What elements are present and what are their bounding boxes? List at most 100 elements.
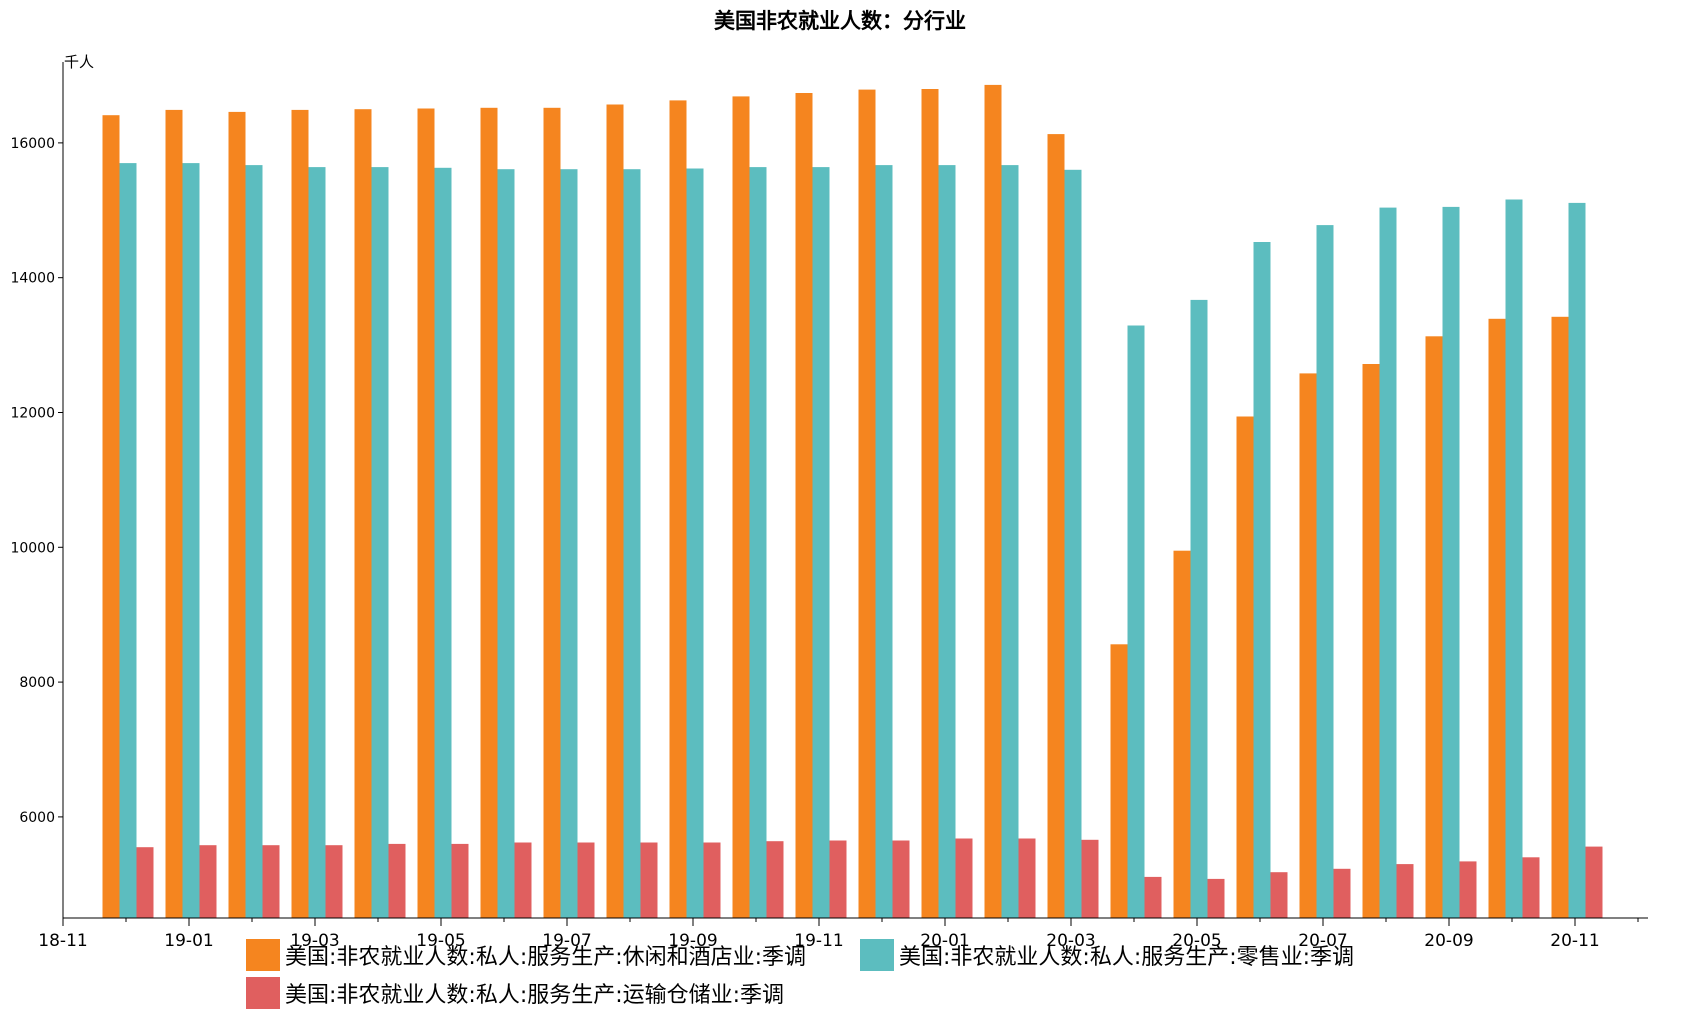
bar-19-09-series-2 [686,168,704,918]
legend-item-2: 美国:非农就业人数:私人:服务生产:零售业:季调 [860,939,1354,971]
bar-19-12-series-3 [892,840,910,918]
legend-label: 美国:非农就业人数:私人:服务生产:休闲和酒店业:季调 [285,945,806,970]
y-axis: 6000 8000 10000 12000 14000 16000 [10,62,64,918]
bar-20-03-series-3 [1081,839,1099,918]
bar-19-07-series-1 [543,107,561,919]
chart-title: 美国非农就业人数：分行业 [714,9,966,33]
bar-19-06-series-1 [480,107,498,919]
bar-20-09-series-3 [1459,861,1477,918]
bar-20-10-series-2 [1505,199,1523,918]
bar-19-01-series-1 [165,109,183,918]
bar-20-06-series-3 [1270,872,1288,918]
y-axis-unit-label: 千人 [64,53,94,71]
bar-19-09-series-1 [669,100,687,918]
x-tick-label: 19-01 [164,931,213,951]
bar-20-06-series-2 [1253,242,1271,918]
x-tick-label: 20-03 [1046,931,1095,951]
legend-swatch [860,939,894,971]
bar-19-08-series-1 [606,104,624,918]
bar-19-04-series-1 [354,109,372,918]
x-tick-label: 18-11 [38,931,87,951]
x-tick-label: 19-11 [794,931,843,951]
legend-item-3: 美国:非农就业人数:私人:服务生产:运输仓储业:季调 [246,977,784,1009]
legend-item-1: 美国:非农就业人数:私人:服务生产:休闲和酒店业:季调 [246,939,806,971]
bar-19-02-series-3 [262,845,280,918]
bar-19-01-series-3 [199,845,217,918]
bar-20-11-series-1 [1551,316,1569,918]
x-tick-label: 19-07 [542,931,591,951]
bar-19-03-series-1 [291,109,309,918]
bar-20-11-series-3 [1585,846,1603,918]
bar-19-03-series-2 [308,167,326,919]
bar-20-01-series-1 [921,89,939,918]
bar-20-05-series-3 [1207,878,1225,918]
bar-19-09-series-3 [703,842,721,918]
bar-20-03-series-1 [1047,134,1065,919]
bar-19-04-series-3 [388,843,406,918]
legend-label: 美国:非农就业人数:私人:服务生产:零售业:季调 [899,945,1354,970]
bar-19-02-series-2 [245,165,263,919]
x-tick-label: 20-09 [1424,931,1473,951]
y-tick-label: 16000 [10,136,55,152]
bar-20-01-series-3 [955,838,973,918]
bar-20-09-series-2 [1442,206,1460,918]
bar-20-09-series-1 [1425,336,1443,918]
bar-18-12-series-2 [119,163,137,919]
bar-20-06-series-1 [1236,416,1254,918]
bar-19-06-series-3 [514,842,532,918]
bar-20-08-series-3 [1396,864,1414,918]
bar-19-04-series-2 [371,167,389,919]
bar-20-10-series-1 [1488,318,1506,918]
bar-19-03-series-3 [325,845,343,918]
bar-20-01-series-2 [938,165,956,919]
bar-19-06-series-2 [497,169,515,918]
x-tick-label: 20-05 [1172,931,1221,951]
bar-19-10-series-2 [749,167,767,919]
bar-20-07-series-3 [1333,868,1351,918]
bar-19-10-series-1 [732,96,750,918]
bar-19-05-series-3 [451,843,469,918]
bar-19-08-series-3 [640,842,658,918]
x-tick-label: 20-11 [1550,931,1599,951]
bar-19-01-series-2 [182,163,200,919]
bar-20-02-series-1 [984,84,1002,918]
bar-19-05-series-2 [434,167,452,919]
bar-19-02-series-1 [228,111,246,918]
x-tick-label: 20-01 [920,931,969,951]
legend-label: 美国:非农就业人数:私人:服务生产:运输仓储业:季调 [285,983,784,1008]
y-tick-label: 8000 [19,675,55,691]
bar-20-04-series-1 [1110,644,1128,918]
x-tick-label: 19-03 [290,931,339,951]
x-axis: 18-11 19-01 19-03 19-05 19-07 19-09 19-11 20-01… [38,917,1648,951]
bar-19-07-series-2 [560,169,578,918]
bar-19-07-series-3 [577,842,595,918]
x-tick-label: 20-07 [1298,931,1347,951]
bar-19-11-series-3 [829,840,847,918]
bar-20-04-series-3 [1144,876,1162,918]
bar-18-12-series-1 [102,115,120,918]
bar-20-10-series-3 [1522,857,1540,918]
bar-20-08-series-1 [1362,364,1380,918]
x-tick-label: 19-09 [668,931,717,951]
bar-20-04-series-2 [1127,325,1145,918]
bar-20-02-series-3 [1018,838,1036,918]
bar-19-11-series-1 [795,93,813,918]
bar-19-08-series-2 [623,169,641,918]
legend: 美国:非农就业人数:私人:服务生产:休闲和酒店业:季调 美国:非农就业人数:私人:… [246,939,1354,1009]
bar-18-12-series-3 [136,847,154,918]
bars-group [102,84,1603,919]
bar-20-02-series-2 [1001,165,1019,919]
y-tick-label: 12000 [10,405,55,421]
bar-20-07-series-2 [1316,225,1334,919]
bar-20-03-series-2 [1064,169,1082,919]
bar-19-10-series-3 [766,841,784,918]
bar-20-11-series-2 [1568,202,1586,918]
bar-19-12-series-1 [858,89,876,919]
bar-20-05-series-2 [1190,299,1208,918]
y-tick-label: 14000 [10,271,55,287]
x-tick-label: 19-05 [416,931,465,951]
bar-19-11-series-2 [812,167,830,919]
bar-20-05-series-1 [1173,550,1191,918]
